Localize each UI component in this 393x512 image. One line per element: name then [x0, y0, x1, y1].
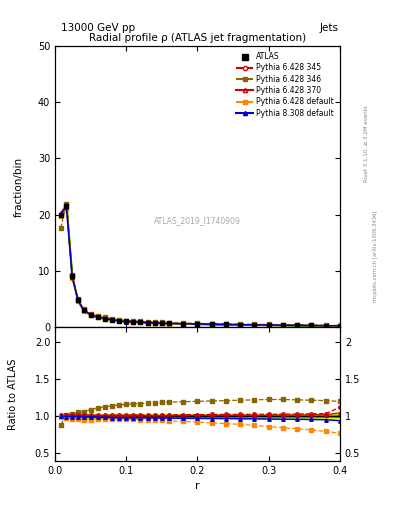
Text: mcplots.cern.ch [arXiv:1306.3436]: mcplots.cern.ch [arXiv:1306.3436]: [373, 210, 378, 302]
X-axis label: r: r: [195, 481, 200, 491]
Legend: ATLAS, Pythia 6.428 345, Pythia 6.428 346, Pythia 6.428 370, Pythia 6.428 defaul: ATLAS, Pythia 6.428 345, Pythia 6.428 34…: [234, 50, 336, 120]
Title: Radial profile ρ (ATLAS jet fragmentation): Radial profile ρ (ATLAS jet fragmentatio…: [89, 33, 306, 42]
Y-axis label: Ratio to ATLAS: Ratio to ATLAS: [8, 358, 18, 430]
Y-axis label: fraction/bin: fraction/bin: [14, 157, 24, 217]
Text: Jets: Jets: [320, 23, 339, 33]
Text: Rivet 3.1.10, ≥ 3.2M events: Rivet 3.1.10, ≥ 3.2M events: [364, 105, 369, 182]
Text: 13000 GeV pp: 13000 GeV pp: [61, 23, 135, 33]
Text: ATLAS_2019_I1740909: ATLAS_2019_I1740909: [154, 216, 241, 225]
